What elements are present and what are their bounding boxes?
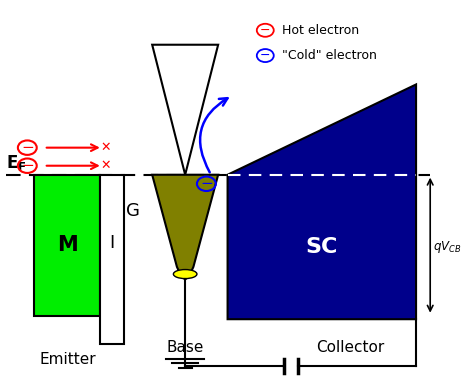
Text: SC: SC: [306, 237, 338, 257]
Text: ✕: ✕: [101, 159, 111, 172]
Text: Hot electron: Hot electron: [282, 24, 359, 37]
Text: −: −: [260, 49, 271, 62]
Polygon shape: [152, 45, 218, 175]
Text: $\mathbf{E_F}$: $\mathbf{E_F}$: [6, 153, 27, 173]
Text: ✕: ✕: [101, 141, 111, 154]
Text: −: −: [21, 140, 34, 155]
Text: Base: Base: [166, 340, 204, 355]
Ellipse shape: [173, 270, 197, 278]
Text: −: −: [260, 24, 271, 37]
Text: G: G: [127, 202, 140, 220]
Text: Emitter: Emitter: [39, 352, 96, 367]
Text: Collector: Collector: [316, 340, 384, 355]
Text: I: I: [109, 235, 115, 253]
Bar: [35, 175, 100, 316]
Bar: [100, 175, 124, 345]
Polygon shape: [228, 84, 416, 319]
Polygon shape: [152, 175, 218, 280]
Text: −: −: [200, 176, 213, 191]
Text: −: −: [21, 158, 34, 173]
Text: $qV_{CB}$: $qV_{CB}$: [433, 239, 461, 255]
Text: "Cold" electron: "Cold" electron: [282, 49, 377, 62]
Text: M: M: [57, 235, 78, 255]
